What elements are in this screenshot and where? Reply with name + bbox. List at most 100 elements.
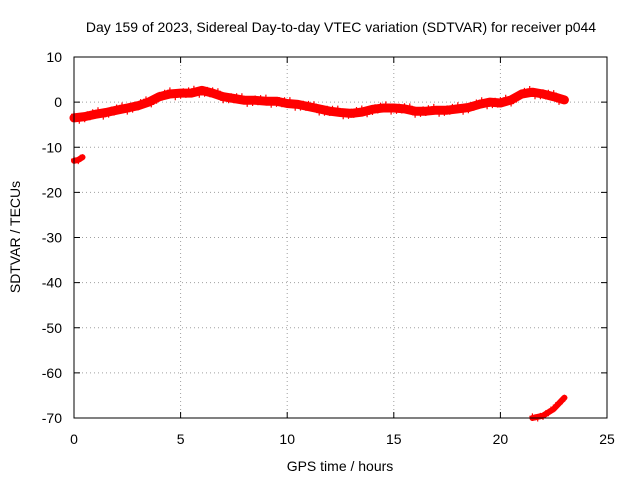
- data-point: [124, 105, 131, 111]
- y-tick-label: -70: [42, 410, 62, 426]
- data-point: [252, 97, 259, 104]
- data-point: [198, 87, 205, 94]
- data-point: [92, 111, 99, 118]
- data-point: [172, 94, 179, 101]
- data-point: [321, 109, 328, 116]
- data-point: [540, 91, 546, 97]
- x-tick-label: 20: [493, 431, 509, 447]
- data-point: [529, 89, 536, 96]
- data-point: [478, 97, 485, 104]
- data-point: [326, 108, 333, 115]
- data-point: [284, 100, 291, 107]
- y-tick-label: -30: [42, 230, 62, 246]
- data-point: [385, 105, 392, 111]
- y-tick-label: -10: [42, 139, 62, 155]
- data-point: [524, 91, 530, 97]
- data-point: [214, 88, 221, 95]
- data-point: [196, 91, 203, 98]
- data-point: [166, 91, 173, 97]
- x-tick-label: 0: [70, 431, 78, 447]
- data-point: [489, 102, 496, 109]
- data-point: [238, 93, 245, 100]
- data-point: [156, 93, 163, 100]
- y-tick-label: 0: [54, 94, 62, 110]
- data-point: [393, 107, 400, 114]
- data-point: [428, 108, 435, 115]
- y-axis-label: SDTVAR / TECUs: [7, 181, 23, 293]
- data-point: [492, 97, 499, 104]
- data-point: [553, 94, 560, 101]
- data-point: [153, 97, 160, 104]
- data-point: [140, 101, 147, 108]
- data-point: [505, 97, 512, 104]
- grid: [74, 57, 607, 418]
- series-layer: [69, 85, 569, 422]
- data-point: [476, 101, 483, 108]
- data-point: [337, 109, 344, 116]
- data-point: [294, 101, 301, 108]
- data-point: [206, 91, 213, 98]
- data-point: [79, 154, 86, 161]
- data-point: [174, 89, 181, 96]
- data-point: [236, 97, 243, 104]
- data-point: [545, 410, 552, 417]
- data-point: [521, 87, 528, 94]
- data-point: [225, 97, 232, 104]
- data-point: [433, 107, 440, 114]
- data-point: [135, 102, 141, 109]
- data-point: [286, 97, 293, 104]
- data-point: [137, 99, 144, 106]
- data-point: [87, 114, 93, 121]
- data-point: [406, 103, 413, 110]
- series-late-segment: [529, 394, 568, 422]
- data-point: [412, 108, 419, 115]
- data-point: [75, 156, 82, 163]
- data-point: [260, 98, 267, 105]
- data-point: [268, 101, 275, 108]
- data-point: [300, 100, 307, 107]
- data-point: [273, 98, 280, 105]
- data-point: [484, 103, 491, 110]
- data-point: [374, 107, 381, 114]
- data-point: [332, 109, 339, 116]
- data-point: [113, 107, 120, 114]
- data-point: [244, 100, 251, 107]
- data-point: [348, 110, 355, 117]
- data-point: [278, 101, 285, 108]
- data-point: [508, 96, 515, 103]
- data-point: [95, 107, 101, 114]
- data-point: [340, 113, 347, 120]
- data-point: [417, 110, 424, 117]
- data-point: [76, 117, 83, 124]
- data-point: [369, 106, 376, 113]
- data-point: [201, 90, 208, 97]
- data-point: [414, 107, 421, 114]
- data-point: [380, 105, 387, 111]
- x-tick-label: 10: [279, 431, 295, 447]
- data-point: [454, 105, 461, 112]
- data-point: [342, 109, 349, 116]
- data-point: [497, 100, 504, 106]
- y-tick-label: 10: [46, 49, 62, 65]
- data-point: [230, 95, 237, 102]
- x-tick-label: 5: [177, 431, 185, 447]
- data-point: [532, 93, 538, 100]
- data-point: [209, 90, 216, 97]
- data-point: [145, 99, 152, 106]
- data-point: [364, 111, 371, 118]
- data-point: [460, 108, 467, 115]
- data-point: [470, 104, 477, 111]
- data-point: [481, 100, 488, 107]
- data-point: [193, 88, 200, 95]
- data-point: [518, 91, 525, 97]
- data-point: [526, 86, 533, 92]
- data-point: [561, 394, 568, 401]
- data-point: [182, 91, 189, 98]
- data-point: [305, 103, 312, 110]
- data-point: [441, 109, 448, 116]
- data-point: [513, 96, 520, 103]
- data-point: [310, 101, 317, 108]
- data-point: [436, 110, 443, 117]
- data-point: [388, 108, 395, 115]
